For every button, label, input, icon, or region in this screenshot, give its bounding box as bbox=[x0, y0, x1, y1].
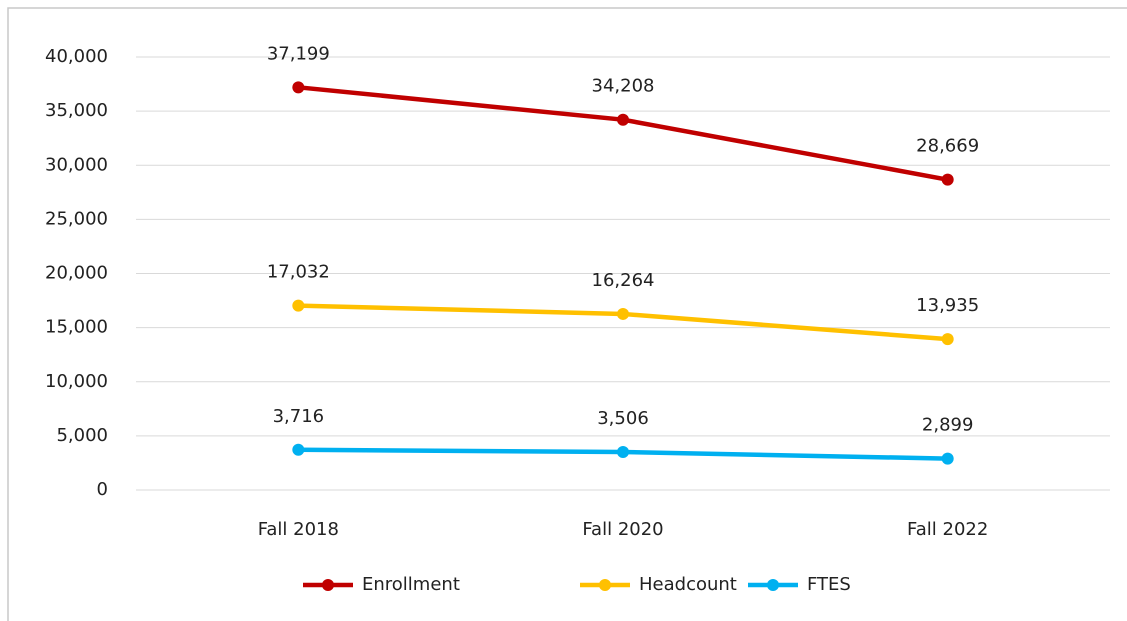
legend-label: Headcount bbox=[639, 574, 737, 595]
y-tick-label: 25,000 bbox=[45, 208, 108, 229]
data-label: 3,506 bbox=[597, 408, 649, 429]
point bbox=[941, 452, 954, 465]
point bbox=[617, 113, 629, 126]
point bbox=[617, 446, 629, 459]
legend-marker bbox=[599, 579, 611, 591]
legend-label: FTES bbox=[807, 574, 851, 595]
series-line bbox=[298, 85, 949, 182]
x-tick-label: Fall 2018 bbox=[258, 519, 339, 540]
legend-label: Enrollment bbox=[362, 574, 460, 595]
y-tick-label: 35,000 bbox=[45, 100, 108, 121]
y-tick-label: 30,000 bbox=[45, 154, 108, 175]
y-tick-label: 15,000 bbox=[45, 317, 108, 338]
data-label: 13,935 bbox=[916, 295, 979, 316]
chart-border bbox=[7, 7, 1127, 621]
y-tick-label: 0 bbox=[97, 479, 108, 500]
y-tick-label: 5,000 bbox=[56, 425, 108, 446]
data-label: 16,264 bbox=[592, 270, 655, 291]
y-tick-label: 40,000 bbox=[45, 46, 108, 67]
point bbox=[292, 299, 305, 312]
y-tick-label: 10,000 bbox=[45, 371, 108, 392]
legend-marker bbox=[767, 579, 779, 591]
data-label: 28,669 bbox=[916, 136, 979, 157]
point bbox=[292, 443, 305, 456]
data-label: 37,199 bbox=[267, 43, 330, 64]
y-tick-label: 20,000 bbox=[45, 263, 108, 284]
point bbox=[941, 333, 954, 346]
point bbox=[617, 307, 629, 320]
data-label: 34,208 bbox=[592, 76, 655, 97]
point bbox=[292, 81, 305, 94]
data-label: 17,032 bbox=[267, 262, 330, 283]
x-tick-label: Fall 2022 bbox=[907, 519, 988, 540]
data-label: 3,716 bbox=[273, 406, 325, 427]
x-tick-label: Fall 2020 bbox=[582, 519, 663, 540]
data-label: 2,899 bbox=[922, 415, 974, 436]
point bbox=[941, 173, 954, 186]
legend-marker bbox=[322, 579, 334, 591]
